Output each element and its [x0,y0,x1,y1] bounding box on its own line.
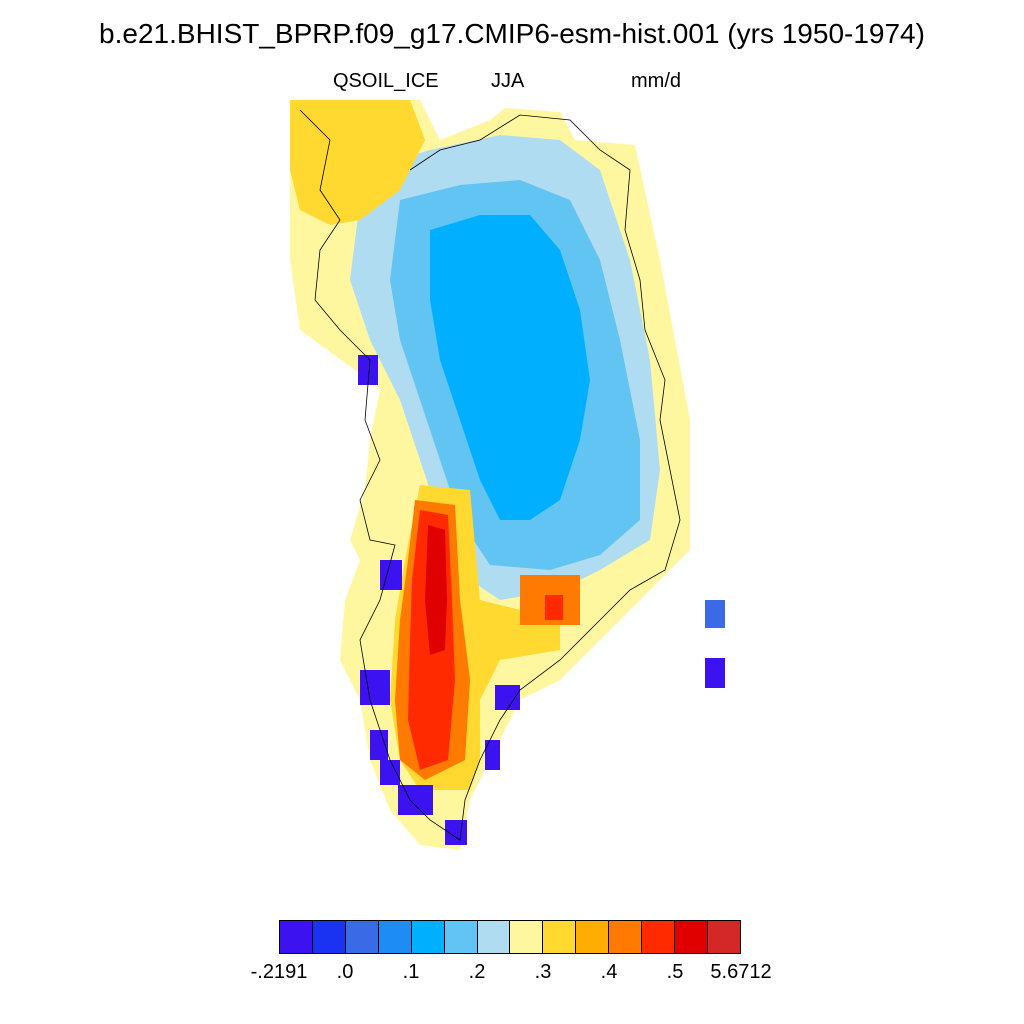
east-island-cells [705,600,725,628]
coastline [299,109,681,841]
colorbar-tick-label: .5 [666,961,684,983]
colorbar-swatch [543,921,577,953]
colorbar-swatch [345,921,379,953]
colorbar-tick-label: .4 [600,961,618,983]
colorbar-tick-label: .3 [534,961,552,983]
colorbar-tick-label: 5.6712 [710,961,772,983]
colorbar-swatch [312,921,346,953]
variable-label: QSOIL_ICE [333,70,439,92]
colorbar-tick-label: -.2191 [250,961,308,983]
colorbar-tick-label: .1 [402,961,420,983]
colorbar-swatch [477,921,511,953]
southeast-peak [545,595,563,620]
plot-title: b.e21.BHIST_BPRP.f09_g17.CMIP6-esm-hist.… [99,18,925,49]
colorbar-swatch [642,921,676,953]
negative-cells [358,355,725,845]
colorbar-swatch [675,921,708,953]
colorbar-tick-label: .2 [468,961,486,983]
northwest-patch [290,100,425,225]
southwest-peak-band [425,525,447,655]
colorbar-swatch [411,921,445,953]
colorbar-swatch [444,921,478,953]
colorbar [279,920,741,954]
colorbar-swatch [510,921,544,953]
colorbar-swatch [378,921,412,953]
units-label: mm/d [631,70,681,92]
colorbar-swatch [576,921,610,953]
colorbar-tick-label: .0 [336,961,354,983]
season-label: JJA [491,70,525,92]
colorbar-swatch [280,921,313,953]
colorbar-swatch [707,921,740,953]
interior-region [430,215,590,520]
colorbar-swatch [609,921,643,953]
